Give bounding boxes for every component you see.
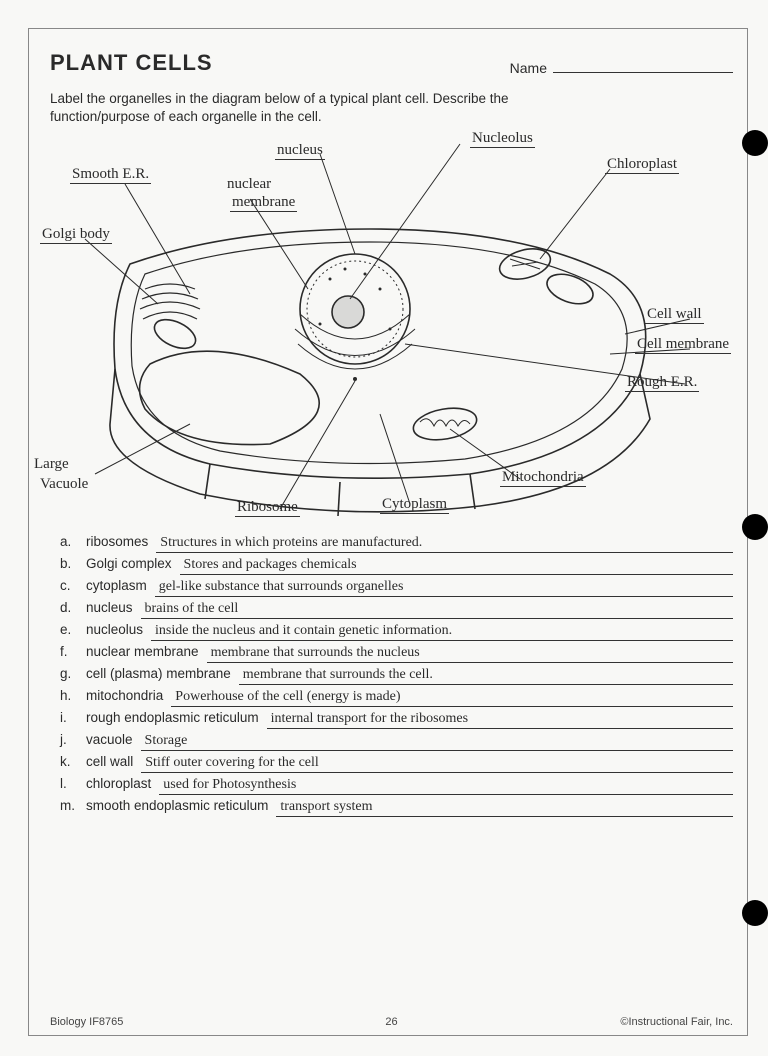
def-letter: i.: [60, 710, 78, 725]
definition-row: j. vacuole Storage: [50, 732, 733, 751]
definition-row: e. nucleolus inside the nucleus and it con…: [50, 622, 733, 641]
def-term: nuclear membrane: [86, 644, 199, 659]
def-answer[interactable]: Stores and packages chemicals: [180, 557, 733, 575]
label-chloroplast: Chloroplast: [605, 156, 679, 174]
label-mitochondria: Mitochondria: [500, 469, 586, 487]
def-letter: k.: [60, 754, 78, 769]
def-answer[interactable]: Stiff outer covering for the cell: [141, 755, 733, 773]
def-letter: j.: [60, 732, 78, 747]
footer-left: Biology IF8765: [50, 1016, 123, 1028]
label-smooth-er: Smooth E.R.: [70, 166, 151, 184]
def-letter: e.: [60, 622, 78, 637]
definition-row: f. nuclear membrane membrane that surround…: [50, 644, 733, 663]
def-answer[interactable]: brains of the cell: [141, 601, 733, 619]
definition-row: b. Golgi complex Stores and packages chemi…: [50, 556, 733, 575]
label-large-vacuole-1: Large: [32, 456, 71, 473]
def-letter: b.: [60, 556, 78, 571]
def-answer[interactable]: inside the nucleus and it contain geneti…: [151, 623, 733, 641]
punch-hole: [742, 900, 768, 926]
def-term: chloroplast: [86, 776, 151, 791]
cell-svg: [50, 134, 730, 524]
cell-diagram: nucleus Nucleolus Chloroplast Smooth E.R…: [50, 134, 730, 524]
def-answer[interactable]: internal transport for the ribosomes: [267, 711, 733, 729]
name-field: Name: [510, 60, 733, 76]
instructions: Label the organelles in the diagram belo…: [50, 90, 550, 126]
footer-right: ©Instructional Fair, Inc.: [620, 1016, 733, 1028]
def-answer[interactable]: Storage: [141, 733, 733, 751]
def-answer[interactable]: used for Photosynthesis: [159, 777, 733, 795]
definition-row: l. chloroplast used for Photosynthesis: [50, 776, 733, 795]
def-letter: l.: [60, 776, 78, 791]
label-cell-wall: Cell wall: [645, 306, 704, 324]
footer-page: 26: [385, 1016, 397, 1028]
def-term: mitochondria: [86, 688, 163, 703]
def-answer[interactable]: transport system: [276, 799, 733, 817]
definition-row: c. cytoplasm gel-like substance that surro…: [50, 578, 733, 597]
def-term: vacuole: [86, 732, 133, 747]
label-nucleus: nucleus: [275, 142, 325, 160]
def-answer[interactable]: Structures in which proteins are manufac…: [156, 535, 733, 553]
def-letter: h.: [60, 688, 78, 703]
definition-row: g. cell (plasma) membrane membrane that su…: [50, 666, 733, 685]
label-nucleolus: Nucleolus: [470, 130, 535, 148]
def-answer[interactable]: gel-like substance that surrounds organe…: [155, 579, 733, 597]
def-term: smooth endoplasmic reticulum: [86, 798, 268, 813]
label-large-vacuole-2: Vacuole: [38, 476, 90, 493]
def-term: cytoplasm: [86, 578, 147, 593]
definitions-list: a. ribosomes Structures in which proteins …: [50, 534, 733, 817]
def-term: rough endoplasmic reticulum: [86, 710, 259, 725]
definition-row: m. smooth endoplasmic reticulum transport …: [50, 798, 733, 817]
label-golgi: Golgi body: [40, 226, 112, 244]
definition-row: d. nucleus brains of the cell: [50, 600, 733, 619]
definition-row: k. cell wall Stiff outer covering for the …: [50, 754, 733, 773]
label-rough-er: Rough E.R.: [625, 374, 699, 392]
def-term: Golgi complex: [86, 556, 172, 571]
def-letter: d.: [60, 600, 78, 615]
def-answer[interactable]: Powerhouse of the cell (energy is made): [171, 689, 733, 707]
def-letter: f.: [60, 644, 78, 659]
def-term: ribosomes: [86, 534, 148, 549]
def-letter: c.: [60, 578, 78, 593]
def-answer[interactable]: membrane that surrounds the nucleus: [207, 645, 733, 663]
page-title: PLANT CELLS: [50, 50, 213, 76]
def-term: cell (plasma) membrane: [86, 666, 231, 681]
definition-row: h. mitochondria Powerhouse of the cell (en…: [50, 688, 733, 707]
def-answer[interactable]: membrane that surrounds the cell.: [239, 667, 733, 685]
def-letter: g.: [60, 666, 78, 681]
def-term: nucleus: [86, 600, 133, 615]
definition-row: a. ribosomes Structures in which proteins …: [50, 534, 733, 553]
def-letter: a.: [60, 534, 78, 549]
label-nuclear-membrane-2: membrane: [230, 194, 297, 212]
label-cell-membrane: Cell membrane: [635, 336, 731, 354]
footer: Biology IF8765 26 ©Instructional Fair, I…: [50, 1016, 733, 1028]
def-term: nucleolus: [86, 622, 143, 637]
punch-hole: [742, 514, 768, 540]
name-blank-line[interactable]: [553, 72, 733, 73]
label-nuclear-membrane-1: nuclear: [225, 176, 273, 193]
punch-hole: [742, 130, 768, 156]
label-cytoplasm: Cytoplasm: [380, 496, 449, 514]
name-label: Name: [510, 60, 547, 76]
def-term: cell wall: [86, 754, 133, 769]
header: PLANT CELLS Name: [50, 50, 733, 76]
def-letter: m.: [60, 798, 78, 813]
definition-row: i. rough endoplasmic reticulum internal tr…: [50, 710, 733, 729]
label-ribosome: Ribosome: [235, 499, 300, 517]
